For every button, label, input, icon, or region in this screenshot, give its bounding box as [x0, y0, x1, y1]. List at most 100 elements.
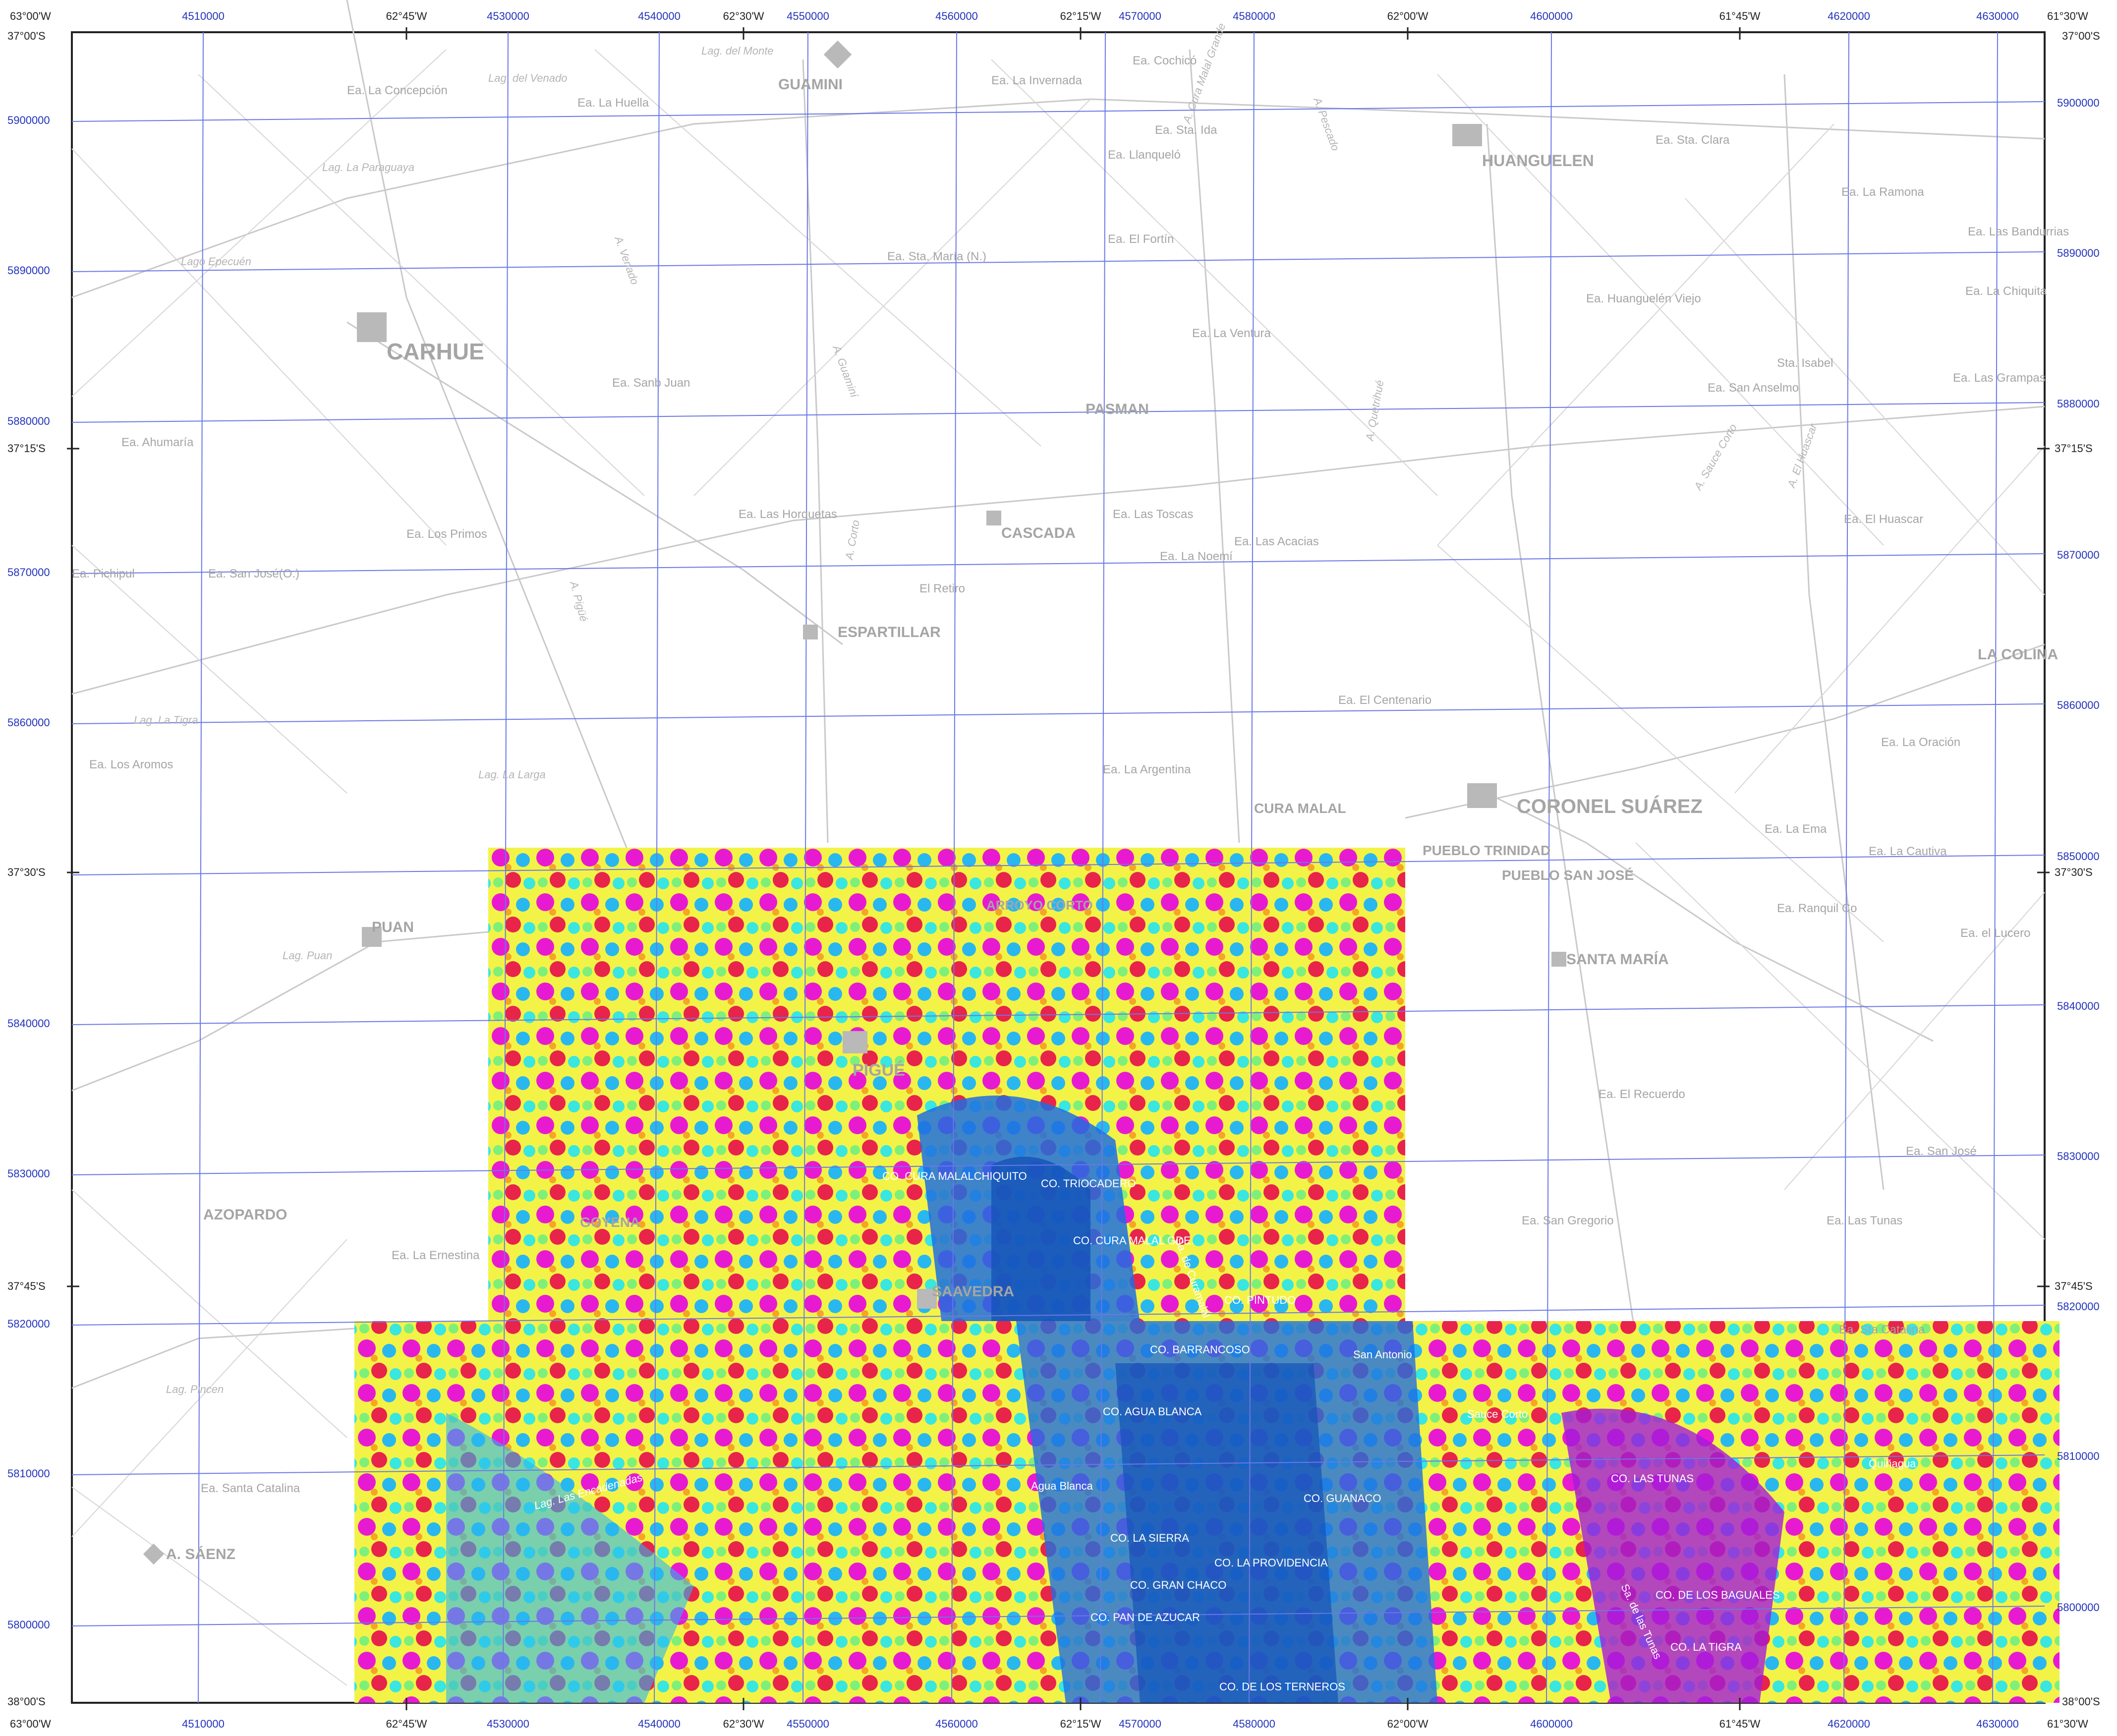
- northing-label-right: 5900000: [2057, 97, 2100, 109]
- town-label: GOYENA: [580, 1215, 640, 1230]
- estancia-label: Ea. San Gregorio: [1522, 1214, 1613, 1227]
- lon-label-top: 61°45'W: [1719, 10, 1761, 22]
- estancia-label: Ea. El Fortín: [1108, 232, 1174, 246]
- northing-label-right: 5890000: [2057, 247, 2100, 259]
- water-label: A. Pescado: [1311, 95, 1342, 152]
- utm-grid: [71, 32, 2045, 1703]
- lon-label-bottom: 62°30'W: [723, 1718, 764, 1730]
- lat-label-right: 37°30'S: [2055, 866, 2093, 878]
- northing-label-left: 5870000: [7, 566, 50, 579]
- town-label: CASCADA: [1001, 525, 1076, 541]
- estancia-label: Ea. La Invernada: [991, 74, 1082, 87]
- hill-label: CO. LAS TUNAS: [1611, 1472, 1694, 1485]
- estancia-label: Ea. La Huella: [577, 96, 649, 110]
- northing-label-left: 5810000: [7, 1467, 50, 1480]
- northing-label-right: 5840000: [2057, 1000, 2100, 1012]
- corner-label-right-bottom: 38°00'S: [2062, 1695, 2100, 1708]
- water-label: A. Quetrihué: [1363, 379, 1386, 443]
- northing-label-left: 5890000: [7, 264, 50, 277]
- estancia-label: Ea. Sanb Juan: [612, 376, 690, 390]
- estancia-label: Ea. Ranquil Co: [1777, 902, 1857, 915]
- corner-label-top-left: 63°00'W: [10, 10, 51, 22]
- edge-labels: 63°00'W 37°00'S 61°30'W 37°00'S 63°00'W …: [7, 10, 2100, 1730]
- town-label: CORONEL SUÁREZ: [1517, 795, 1703, 817]
- easting-label-bottom: 4600000: [1530, 1718, 1573, 1730]
- easting-label-top: 4510000: [182, 10, 225, 22]
- estancia-label: Ea. La Argentina: [1103, 763, 1191, 776]
- hill-label: CO. BARRANCOSO: [1150, 1343, 1250, 1356]
- easting-label-bottom: 4620000: [1828, 1718, 1870, 1730]
- easting-label-bottom: 4510000: [182, 1718, 225, 1730]
- estancia-label: Ea. La Concepción: [347, 84, 448, 97]
- estancia-label: Ea. La Cautiva: [1869, 845, 1947, 858]
- estancia-label: Ea. Las Acacias: [1234, 535, 1319, 548]
- estancia-label: Ea. Sta. María (N.): [887, 250, 986, 263]
- town-label: A. SÁENZ: [166, 1546, 235, 1562]
- hill-label: CO. AGUA BLANCA: [1103, 1405, 1202, 1418]
- town-label: ESPARTILLAR: [838, 624, 941, 640]
- estancia-label: Ea. La Ventura: [1192, 327, 1271, 340]
- water-label: A. Pigüé: [568, 579, 590, 623]
- easting-label-bottom: 4630000: [1976, 1718, 2019, 1730]
- estancia-label: Ea. La Oración: [1881, 736, 1960, 749]
- easting-label-top: 4570000: [1119, 10, 1161, 22]
- estancia-label: Ea. Las Horquetas: [739, 508, 837, 521]
- estancia-label: Ea. Pichipul: [72, 567, 135, 580]
- easting-label-top: 4530000: [487, 10, 529, 22]
- estancia-label: Ea. Sta. Ida: [1155, 123, 1217, 137]
- water-label: Lago Epecuén: [181, 255, 251, 268]
- town-label: HUANGUELEN: [1482, 152, 1594, 170]
- hill-label: CO. DE LOS TERNEROS: [1219, 1680, 1345, 1693]
- easting-label-top: 4550000: [787, 10, 829, 22]
- estancia-label: Ea. El Huascar: [1844, 513, 1923, 526]
- lon-label-top: 62°15'W: [1060, 10, 1101, 22]
- water-label: Lag. Pincen: [166, 1383, 224, 1395]
- town-label: SANTA MARÍA: [1566, 951, 1669, 968]
- estancia-label: Ea. San Anselmo: [1708, 381, 1799, 395]
- town-label: PUAN: [372, 919, 414, 935]
- estancia-label: Ea. La Ernestina: [392, 1249, 480, 1262]
- corner-label-left-bottom: 38°00'S: [7, 1695, 46, 1708]
- northing-label-left: 5800000: [7, 1619, 50, 1631]
- geo-ticks: [67, 27, 2050, 1710]
- estancia-label: Ea. Sta Catalina: [1839, 1323, 1925, 1336]
- estancia-label: Ea. Las Grampas: [1953, 371, 2046, 385]
- anomaly-raster-north: [488, 848, 1405, 1324]
- easting-label-bottom: 4540000: [638, 1718, 681, 1730]
- northing-label-left: 5830000: [7, 1167, 50, 1180]
- northing-label-right: 5810000: [2057, 1450, 2100, 1462]
- lon-label-bottom: 62°45'W: [386, 1718, 427, 1730]
- town-symbols: [143, 40, 1566, 1565]
- easting-label-top: 4620000: [1828, 10, 1870, 22]
- lat-label-left: 37°30'S: [7, 866, 46, 878]
- hill-label: CO. PINTUDO: [1224, 1294, 1296, 1306]
- northing-labels: 5900000 5890000 5880000 5870000 5860000 …: [7, 97, 2100, 1631]
- northing-label-right: 5830000: [2057, 1150, 2100, 1162]
- estancia-label: Ea. El Recuerdo: [1599, 1088, 1685, 1101]
- lon-label-top: 62°30'W: [723, 10, 764, 22]
- estancia-label: Ea. Sta. Clara: [1656, 133, 1730, 147]
- estancia-label: Ea. Las Toscas: [1113, 508, 1193, 521]
- hill-label: CO. TRIOCADERO: [1041, 1177, 1136, 1190]
- water-label: Lag. La Larga: [478, 768, 546, 781]
- easting-label-top: 4580000: [1233, 10, 1275, 22]
- hill-label: CO. LA SIERRA: [1110, 1532, 1189, 1544]
- town-label: GUAMINI: [778, 76, 843, 93]
- northing-label-right: 5820000: [2057, 1300, 2100, 1313]
- northing-label-left: 5900000: [7, 114, 50, 126]
- town-label: CURA MALAL: [1254, 801, 1346, 816]
- latitude-labels: 37°15'S 37°30'S 37°45'S 37°15'S 37°30'S …: [7, 442, 2093, 1292]
- easting-labels: 4510000 4530000 4540000 4550000 4560000 …: [182, 10, 2019, 1730]
- lat-label-right: 37°15'S: [2055, 442, 2093, 455]
- estancia-label: Ea. La Noemí: [1160, 550, 1233, 563]
- hill-label: CO. GRAN CHACO: [1130, 1579, 1226, 1591]
- water-label: Lag. La Tigra: [134, 714, 198, 726]
- water-label: Lag. Puan: [283, 949, 332, 962]
- hill-label: San Antonio: [1353, 1348, 1412, 1361]
- easting-label-bottom: 4550000: [787, 1718, 829, 1730]
- estancia-label: Ea. La Ema: [1765, 822, 1827, 836]
- estancia-label: Ea. Cochicó: [1133, 54, 1197, 67]
- lon-label-bottom: 62°15'W: [1060, 1718, 1101, 1730]
- hill-label: CO. LA TIGRA: [1670, 1641, 1742, 1653]
